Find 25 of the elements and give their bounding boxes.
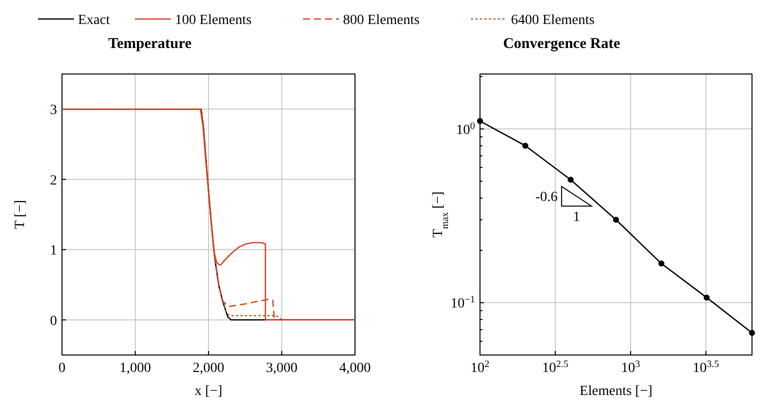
y-tick-label: 1: [50, 244, 57, 259]
y-tick-label: 10$^{−1}$: [450, 294, 476, 312]
x-axis-title: Elements [−]: [580, 384, 652, 399]
y-tick-label: 3: [50, 103, 57, 118]
annotation: -0.6: [535, 190, 558, 206]
legend-label: Exact: [78, 13, 110, 28]
x-tick-label: 4,000: [339, 361, 371, 376]
x-axis-title: x [−]: [194, 384, 222, 399]
x-tick-label: 10$^{3}$: [621, 358, 640, 376]
x-tick-label: 1,000: [120, 361, 151, 376]
y-tick-label: 2: [50, 173, 57, 188]
x-tick-label: 10$^{2.5}$: [542, 358, 569, 376]
legend-label: 100 Elements: [175, 13, 252, 28]
y-tick-label: 10$^{0}$: [456, 120, 476, 138]
legend-label: 6400 Elements: [511, 13, 595, 28]
annotation: 1: [573, 210, 580, 226]
x-tick-label: 3,000: [266, 361, 298, 376]
x-tick-label: 2,000: [192, 361, 224, 376]
legend-label: 800 Elements: [343, 13, 420, 28]
y-tick-label: 0: [50, 314, 57, 329]
y-axis-title: T [−]: [13, 200, 28, 230]
x-tick-label: 10$^{2}$: [470, 358, 490, 376]
x-tick-label: 10$^{3.5}$: [692, 358, 720, 376]
chart-title: Convergence Rate: [503, 36, 620, 52]
chart-title: Temperature: [108, 36, 192, 52]
